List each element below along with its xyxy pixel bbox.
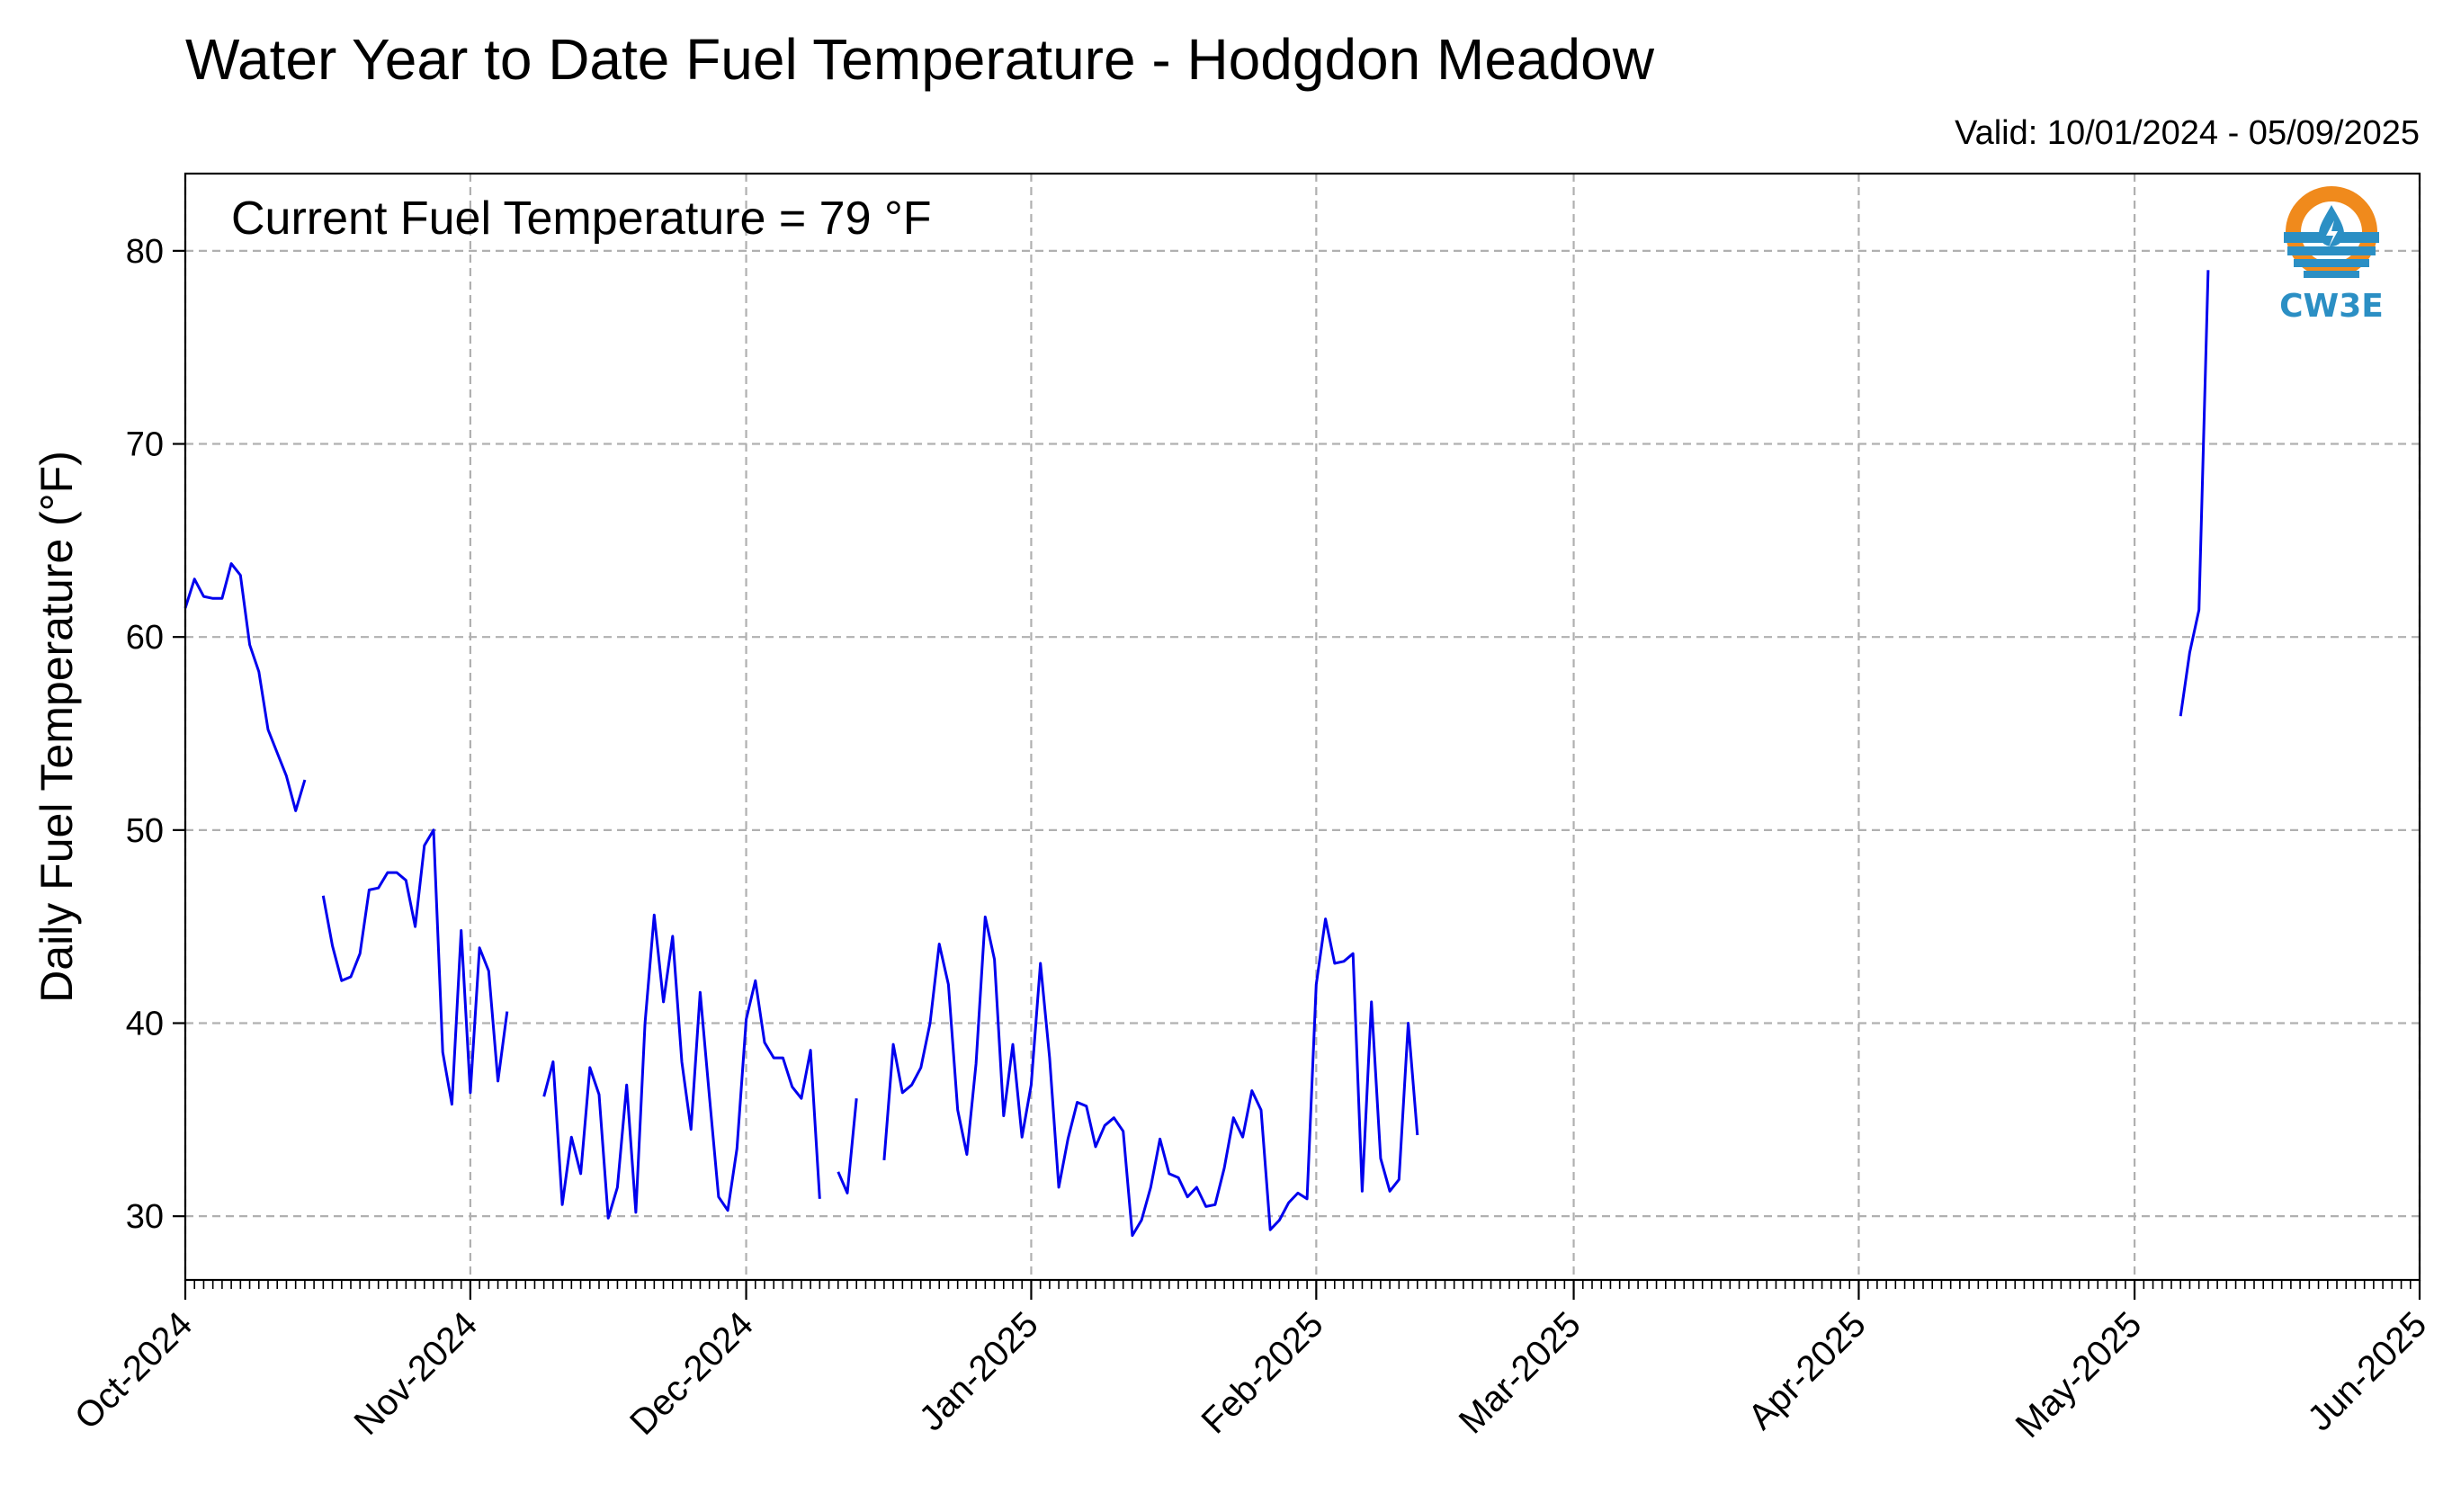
y-tick-labels: 30 40 50 60 70 80: [126, 233, 164, 1236]
plot-frame: [183, 172, 2421, 1282]
grid-lines: [183, 174, 2421, 1280]
valid-date-range: Valid: 10/01/2024 - 05/09/2025: [1955, 114, 2420, 152]
series-line-segment: [2179, 270, 2210, 717]
y-tick-label: 30: [126, 1198, 164, 1236]
y-tick-label: 40: [126, 1006, 164, 1043]
water-drop-logo-icon: [2284, 186, 2379, 278]
y-tick-label: 80: [126, 233, 164, 271]
series-line-segment: [183, 562, 307, 812]
series-line-segment: [837, 1098, 858, 1194]
y-tick-label: 50: [126, 812, 164, 850]
x-tick-label: Mar-2025: [1452, 1304, 1588, 1441]
x-tick-label: Oct-2024: [67, 1304, 200, 1436]
series-line-segment: [542, 913, 821, 1220]
axis-ticks: [173, 249, 2421, 1300]
y-tick-label: 60: [126, 619, 164, 657]
chart-title: Water Year to Date Fuel Temperature - Ho…: [185, 27, 1655, 92]
x-tick-label: Feb-2025: [1195, 1304, 1331, 1441]
series-line-segment: [321, 828, 509, 1106]
x-tick-label: Apr-2025: [1741, 1304, 1873, 1436]
y-tick-label: 70: [126, 426, 164, 464]
x-tick-label: Jun-2025: [2300, 1304, 2434, 1438]
cw3e-logo: CW3E: [2279, 186, 2384, 325]
current-temperature-annotation: Current Fuel Temperature = 79 °F: [231, 192, 932, 245]
x-tick-labels: Oct-2024 Nov-2024 Dec-2024 Jan-2025 Feb-2025…: [67, 1304, 2434, 1445]
x-tick-label: Jan-2025: [912, 1304, 1046, 1438]
y-axis-label: Daily Fuel Temperature (°F): [31, 451, 82, 1003]
x-tick-label: Dec-2024: [622, 1304, 761, 1443]
x-tick-label: Nov-2024: [347, 1304, 486, 1443]
x-tick-label: May-2025: [2009, 1304, 2150, 1445]
logo-text: CW3E: [2279, 288, 2384, 325]
series-layer: [183, 270, 2210, 1238]
series-line-segment: [882, 915, 1419, 1238]
